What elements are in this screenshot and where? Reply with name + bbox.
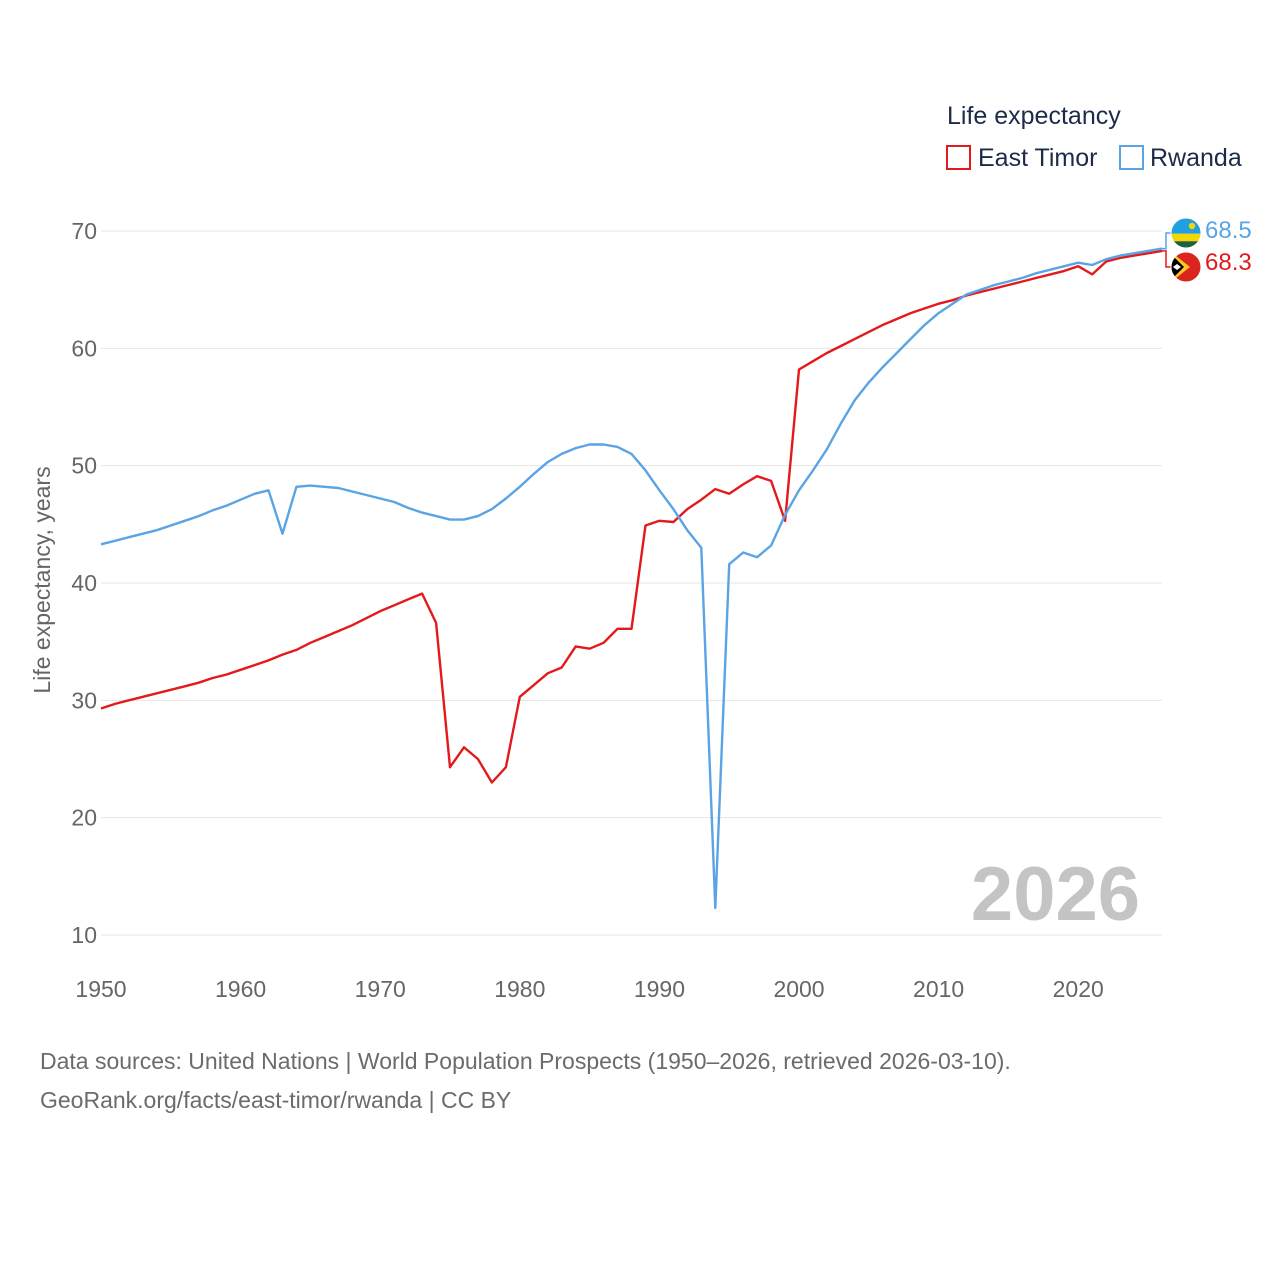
end-connector-east-timor [1162,250,1172,268]
series-line-east-timor [100,249,1163,784]
gridlines [101,230,1162,936]
x-tick-1980: 1980 [494,976,545,1002]
end-value-rwanda: 68.5 [1205,217,1252,244]
source-line-1: Data sources: United Nations | World Pop… [40,1048,1011,1074]
legend: Life expectancy East Timor Rwanda [946,102,1242,172]
series-lines [100,247,1163,910]
end-value-east-timor: 68.3 [1205,249,1252,276]
y-tick-10: 10 [71,922,97,948]
end-labels: 68.3 68.5 [1162,217,1252,283]
y-axis-ticks: 10 20 30 40 50 60 70 [71,218,97,948]
y-tick-60: 60 [71,335,97,361]
y-axis-label: Life expectancy, years [29,466,55,693]
x-tick-1990: 1990 [634,976,685,1002]
rwanda-flag-icon [1170,217,1202,249]
x-tick-1960: 1960 [215,976,266,1002]
source-line-2[interactable]: GeoRank.org/facts/east-timor/rwanda | CC… [40,1087,512,1113]
legend-item-east-timor[interactable]: East Timor [946,144,1097,172]
x-tick-1970: 1970 [355,976,406,1002]
legend-swatch-east-timor [946,145,971,170]
x-tick-1950: 1950 [75,976,126,1002]
y-tick-50: 50 [71,453,97,479]
y-tick-40: 40 [71,570,97,596]
source-note: Data sources: United Nations | World Pop… [40,1042,1250,1120]
series-line-rwanda [100,247,1163,910]
legend-label-rwanda: Rwanda [1150,144,1242,172]
y-tick-20: 20 [71,805,97,831]
x-tick-2020: 2020 [1053,976,1104,1002]
x-tick-2010: 2010 [913,976,964,1002]
end-connector-rwanda [1162,232,1172,250]
x-tick-2000: 2000 [773,976,824,1002]
x-axis-ticks: 1950 1960 1970 1980 1990 2000 2010 2020 [75,976,1103,1002]
legend-swatch-rwanda [1119,145,1144,170]
year-watermark: 2026 [971,852,1140,937]
legend-label-east-timor: East Timor [978,144,1097,172]
east-timor-flag-icon [1170,251,1202,283]
y-tick-30: 30 [71,687,97,713]
y-tick-70: 70 [71,218,97,244]
legend-title: Life expectancy [947,102,1121,130]
legend-item-rwanda[interactable]: Rwanda [1119,144,1242,172]
